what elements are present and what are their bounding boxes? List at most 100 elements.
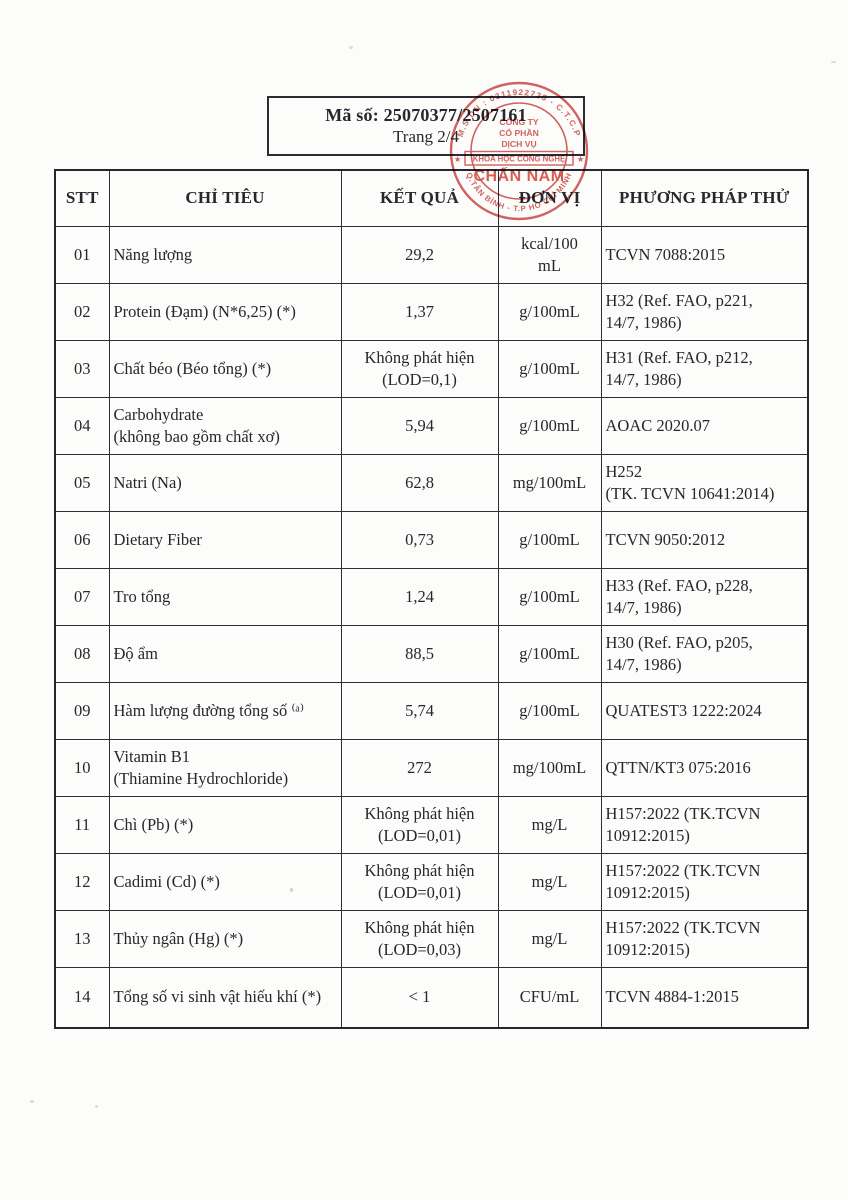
row-unit: CFU/mL <box>497 966 602 1029</box>
row-method: H157:2022 (TK.TCVN 10912:2015) <box>600 909 809 968</box>
row-criterion: Vitamin B1 (Thiamine Hydrochloride) <box>108 738 342 797</box>
row-result: Không phát hiện (LOD=0,1) <box>340 339 499 398</box>
row-method: TCVN 9050:2012 <box>600 510 809 569</box>
table-row: 06 Dietary Fiber 0,73 g/100mL TCVN 9050:2012 <box>54 510 809 569</box>
row-stt: 01 <box>54 225 110 284</box>
row-method: TCVN 4884-1:2015 <box>600 966 809 1029</box>
table-row: 04 Carbohydrate (không bao gồm chất xơ) 5,… <box>54 396 809 455</box>
row-unit: g/100mL <box>497 339 602 398</box>
row-method: H157:2022 (TK.TCVN 10912:2015) <box>600 795 809 854</box>
row-stt: 14 <box>54 966 110 1029</box>
row-stt: 06 <box>54 510 110 569</box>
row-unit: kcal/100 mL <box>497 225 602 284</box>
table-row: 10 Vitamin B1 (Thiamine Hydrochloride) 272… <box>54 738 809 797</box>
row-criterion: Natri (Na) <box>108 453 342 512</box>
document-code: Mã số: 25070377/2507161 <box>325 105 527 125</box>
row-criterion: Dietary Fiber <box>108 510 342 569</box>
row-unit: mg/100mL <box>497 738 602 797</box>
row-result: 5,74 <box>340 681 499 740</box>
code-box: Mã số: 25070377/2507161 Trang 2/4 <box>267 96 585 156</box>
row-unit: g/100mL <box>497 567 602 626</box>
row-method: H32 (Ref. FAO, p221, 14/7, 1986) <box>600 282 809 341</box>
table-row: 12 Cadimi (Cd) (*) Không phát hiện (LOD=0,… <box>54 852 809 911</box>
table-header-row: STT CHỈ TIÊU KẾT QUẢ ĐƠN VỊ PHƯƠNG PHÁP … <box>54 169 809 227</box>
row-stt: 07 <box>54 567 110 626</box>
row-result: 1,37 <box>340 282 499 341</box>
table-row: 13 Thủy ngân (Hg) (*) Không phát hiện (LOD… <box>54 909 809 968</box>
row-result: 5,94 <box>340 396 499 455</box>
row-criterion: Chì (Pb) (*) <box>108 795 342 854</box>
row-stt: 05 <box>54 453 110 512</box>
row-method: QTTN/KT3 075:2016 <box>600 738 809 797</box>
col-header-unit: ĐƠN VỊ <box>497 169 602 227</box>
col-header-stt: STT <box>54 169 110 227</box>
table-row: 03 Chất béo (Béo tổng) (*) Không phát hiện… <box>54 339 809 398</box>
row-method: H252 (TK. TCVN 10641:2014) <box>600 453 809 512</box>
scan-speck <box>30 1100 34 1103</box>
row-stt: 10 <box>54 738 110 797</box>
row-criterion: Năng lượng <box>108 225 342 284</box>
row-result: 1,24 <box>340 567 499 626</box>
table-row: 09 Hàm lượng đường tổng số ⁽ᵃ⁾ 5,74 g/100mL… <box>54 681 809 740</box>
table-row: 11 Chì (Pb) (*) Không phát hiện (LOD=0,01)… <box>54 795 809 854</box>
scan-speck <box>290 888 293 892</box>
row-stt: 09 <box>54 681 110 740</box>
row-unit: mg/L <box>497 852 602 911</box>
row-stt: 04 <box>54 396 110 455</box>
col-header-result: KẾT QUẢ <box>340 169 499 227</box>
row-unit: g/100mL <box>497 282 602 341</box>
col-header-criterion: CHỈ TIÊU <box>108 169 342 227</box>
row-criterion: Tro tổng <box>108 567 342 626</box>
table-row: 14 Tổng số vi sinh vật hiếu khí (*) < 1 CFU… <box>54 966 809 1029</box>
row-unit: g/100mL <box>497 681 602 740</box>
row-criterion: Carbohydrate (không bao gồm chất xơ) <box>108 396 342 455</box>
row-criterion: Hàm lượng đường tổng số ⁽ᵃ⁾ <box>108 681 342 740</box>
row-criterion: Tổng số vi sinh vật hiếu khí (*) <box>108 966 342 1029</box>
table-row: 05 Natri (Na) 62,8 mg/100mL H252 (TK. TCVN 1… <box>54 453 809 512</box>
row-unit: g/100mL <box>497 396 602 455</box>
row-result: 0,73 <box>340 510 499 569</box>
row-stt: 13 <box>54 909 110 968</box>
row-criterion: Thủy ngân (Hg) (*) <box>108 909 342 968</box>
row-method: H31 (Ref. FAO, p212, 14/7, 1986) <box>600 339 809 398</box>
row-result: 272 <box>340 738 499 797</box>
col-header-method: PHƯƠNG PHÁP THỬ <box>600 169 809 227</box>
row-method: H30 (Ref. FAO, p205, 14/7, 1986) <box>600 624 809 683</box>
row-criterion: Chất béo (Béo tổng) (*) <box>108 339 342 398</box>
row-method: H157:2022 (TK.TCVN 10912:2015) <box>600 852 809 911</box>
row-result: 62,8 <box>340 453 499 512</box>
row-criterion: Độ ẩm <box>108 624 342 683</box>
row-unit: mg/100mL <box>497 453 602 512</box>
row-result: Không phát hiện (LOD=0,01) <box>340 852 499 911</box>
row-stt: 03 <box>54 339 110 398</box>
scan-speck <box>831 61 836 63</box>
scan-speck <box>95 1105 98 1108</box>
table-row: 02 Protein (Đạm) (N*6,25) (*) 1,37 g/100mL H… <box>54 282 809 341</box>
row-stt: 11 <box>54 795 110 854</box>
row-stt: 12 <box>54 852 110 911</box>
row-result: Không phát hiện (LOD=0,01) <box>340 795 499 854</box>
row-result: Không phát hiện (LOD=0,03) <box>340 909 499 968</box>
row-unit: mg/L <box>497 795 602 854</box>
row-stt: 08 <box>54 624 110 683</box>
row-stt: 02 <box>54 282 110 341</box>
row-unit: g/100mL <box>497 624 602 683</box>
results-table: STT CHỈ TIÊU KẾT QUẢ ĐƠN VỊ PHƯƠNG PHÁP … <box>54 169 809 1029</box>
table-row: 01 Năng lượng 29,2 kcal/100 mL TCVN 7088:201… <box>54 225 809 284</box>
table-row: 08 Độ ẩm 88,5 g/100mL H30 (Ref. FAO, p205, 1… <box>54 624 809 683</box>
table-row: 07 Tro tổng 1,24 g/100mL H33 (Ref. FAO, p228… <box>54 567 809 626</box>
row-unit: g/100mL <box>497 510 602 569</box>
row-method: QUATEST3 1222:2024 <box>600 681 809 740</box>
row-result: < 1 <box>340 966 499 1029</box>
row-method: TCVN 7088:2015 <box>600 225 809 284</box>
row-criterion: Protein (Đạm) (N*6,25) (*) <box>108 282 342 341</box>
row-method: H33 (Ref. FAO, p228, 14/7, 1986) <box>600 567 809 626</box>
row-criterion: Cadimi (Cd) (*) <box>108 852 342 911</box>
row-result: 29,2 <box>340 225 499 284</box>
row-unit: mg/L <box>497 909 602 968</box>
row-result: 88,5 <box>340 624 499 683</box>
page-number: Trang 2/4 <box>393 127 459 146</box>
row-method: AOAC 2020.07 <box>600 396 809 455</box>
scan-speck <box>349 46 353 49</box>
